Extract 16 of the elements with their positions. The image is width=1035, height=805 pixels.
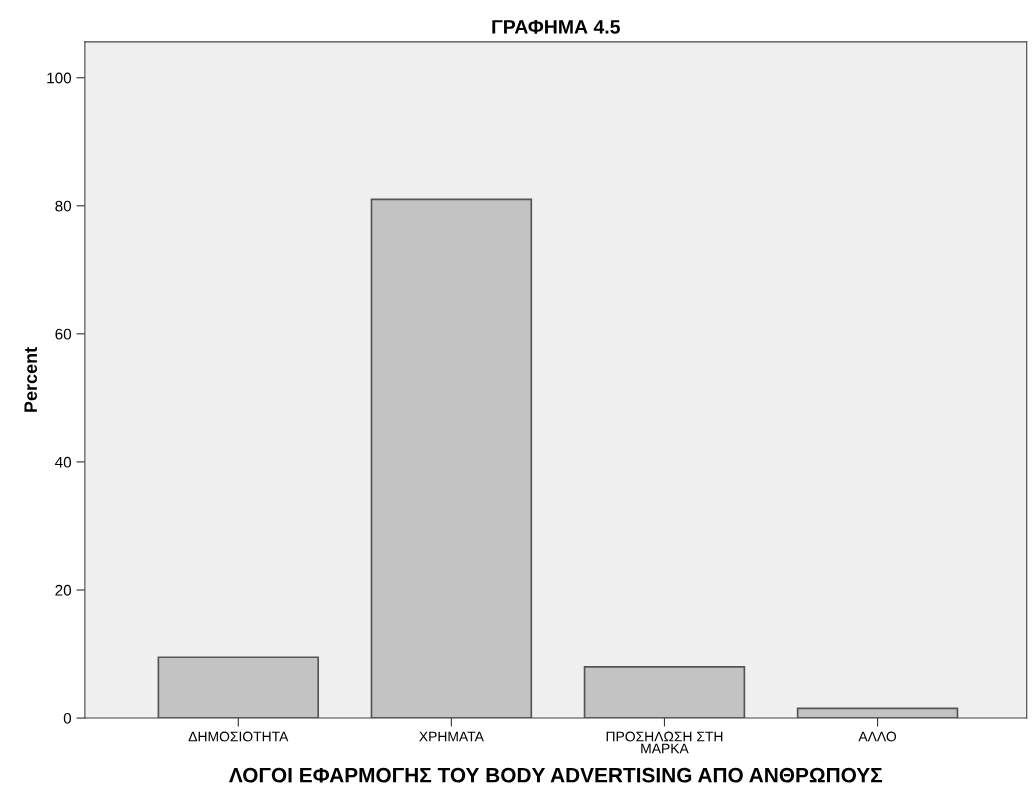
y-axis-title: Percent [24,347,38,412]
chart-title: ΓΡΑΦΗΜΑ 4.5 [492,20,620,34]
bar [583,665,746,719]
y-tick-label: 100 [47,72,72,84]
bar [157,656,320,719]
x-tick-label: ΧΡΗΜΑΤΑ [419,731,484,742]
x-tick-label: ΔΗΜΟΣΙΟΤΗΤΑ [188,731,289,742]
y-tick-label: 40 [55,456,72,468]
x-tick-label: ΠΡΟΣΗΛΩΣΗ ΣΤΗ ΜΑΡΚΑ [606,731,723,754]
y-tick-label: 60 [55,328,72,340]
bar [370,198,533,719]
y-tick-label: 80 [55,200,72,212]
x-axis-title: ΛΟΓΟΙ ΕΦΑΡΜΟΓΗΣ ΤΟΥ BODY ADVERTISING ΑΠΟ ΑΝΘΡΩΠΟΥΣ [229,767,883,783]
x-tick-label: ΑΛΛΟ [858,731,897,742]
y-tick-label: 20 [55,584,72,596]
y-tick-label: 0 [63,712,72,724]
